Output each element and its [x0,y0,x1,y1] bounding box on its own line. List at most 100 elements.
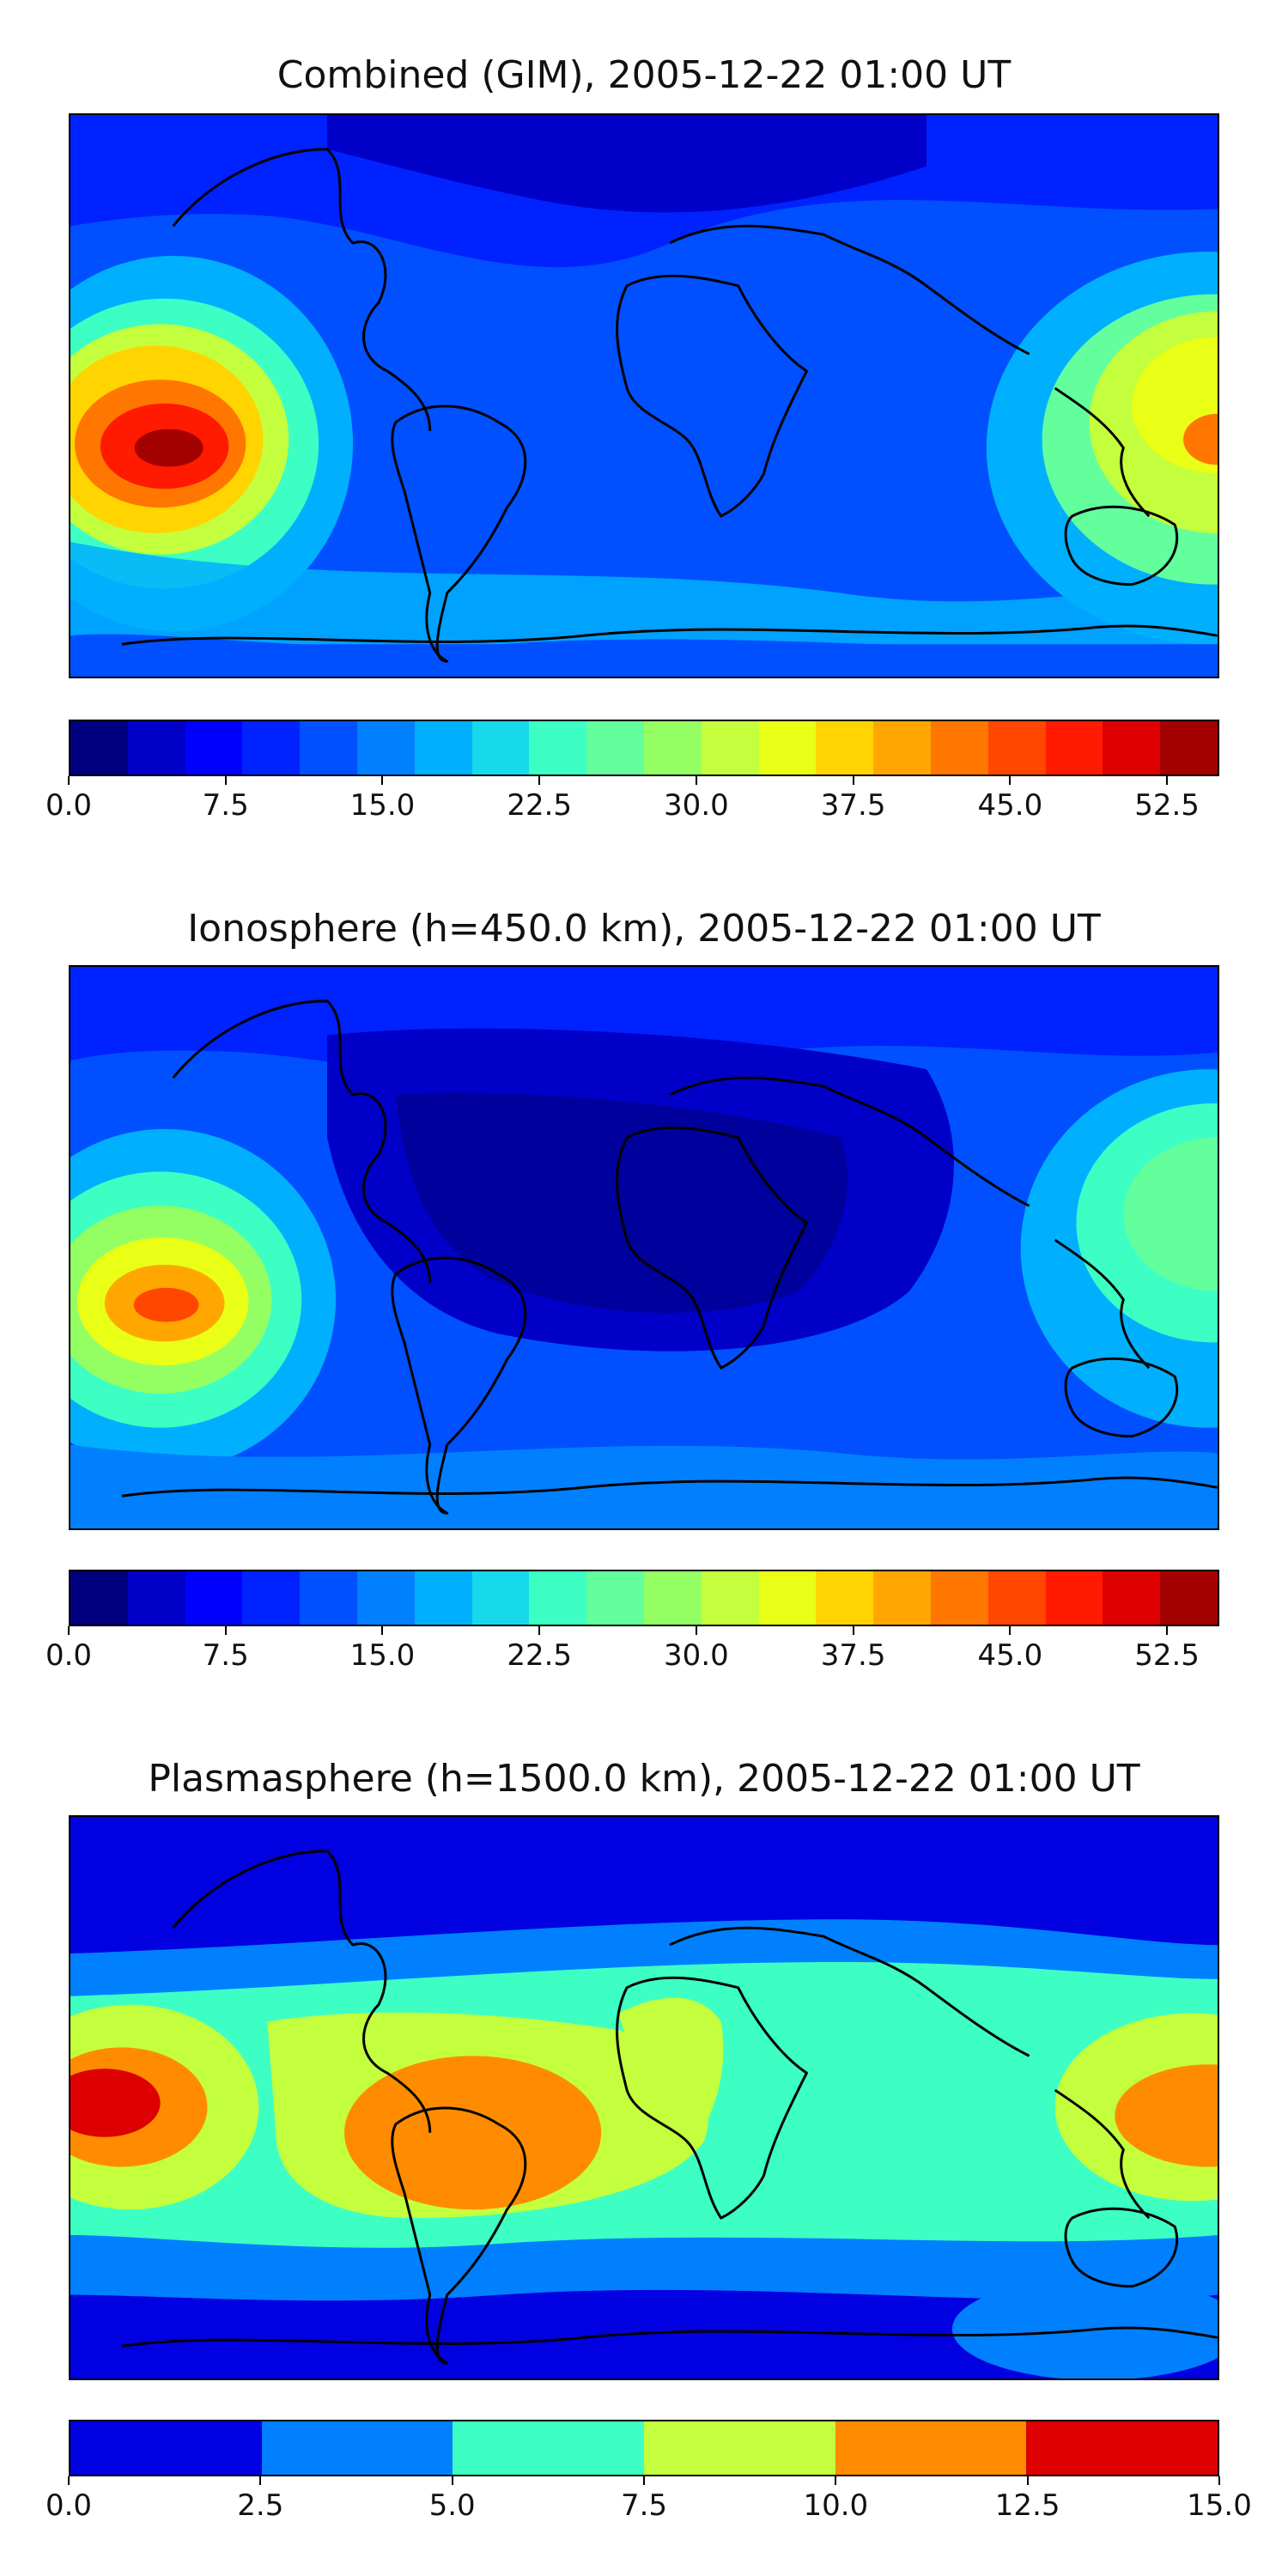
colorbar-tick [538,1626,541,1635]
colorbar-tick-label: 10.0 [803,2488,869,2523]
colorbar-segment [758,721,817,775]
map-ionosphere [69,965,1219,1530]
colorbar-tick-label: 2.5 [237,2488,284,2523]
colorbar-tick-label: 30.0 [664,1638,729,1673]
colorbar-segment [185,721,243,775]
colorbar-segment [471,1571,530,1625]
colorbar-tick [1166,776,1169,785]
colorbar-segment [816,721,874,775]
colorbar-segment [471,721,530,775]
panel-title-combined: Combined (GIM), 2005-12-22 01:00 UT [276,53,1012,97]
colorbar-segment [1045,1571,1103,1625]
colorbar-segment [930,1571,988,1625]
colorbar-segment [185,1571,243,1625]
colorbar-segment [356,721,415,775]
colorbar-tick-label: 0.0 [45,1638,93,1673]
colorbar-segment [1160,1571,1218,1625]
colorbar-tick-label: 15.0 [349,1638,416,1673]
colorbar-tick [1166,1626,1169,1635]
colorbar-tick-label: 7.5 [620,2488,668,2523]
colorbar-ionosphere [69,1570,1219,1626]
colorbar-combined [69,720,1219,776]
colorbar-tick [224,776,227,785]
colorbar-ticks-combined: 0.0 7.5 15.0 22.5 30.0 37.5 45.0 52.5 [46,776,1219,828]
colorbar-segment [1103,721,1161,775]
colorbar-tick [224,1626,227,1635]
colorbar-tick-label: 7.5 [202,1638,249,1673]
panel-title-plasmasphere: Plasmasphere (h=1500.0 km), 2005-12-22 0… [148,1757,1140,1801]
colorbar-tick [1218,2476,1220,2485]
colorbar-tick [695,1626,697,1635]
colorbar-tick [835,2476,837,2485]
colorbar-segment [586,1571,644,1625]
colorbar-tick [643,2476,645,2485]
colorbar-plasmasphere [69,2420,1219,2476]
panel-title-ionosphere: Ionosphere (h=450.0 km), 2005-12-22 01:0… [187,907,1101,951]
colorbar-tick [68,776,70,785]
colorbar-segment [529,1571,587,1625]
colorbar-segment [873,1571,931,1625]
colorbar-segment [643,1571,702,1625]
colorbar-tick-label: 7.5 [202,788,249,823]
colorbar-segment [261,2421,453,2475]
colorbar-tick-label: 45.0 [977,1638,1043,1673]
colorbar-tick [852,776,854,785]
colorbar-segment [835,2421,1027,2475]
colorbar-segment [414,721,472,775]
colorbar-segment [70,1571,128,1625]
colorbar-tick-label: 22.5 [507,788,573,823]
colorbar-tick-label: 0.0 [45,2488,93,2523]
colorbar-tick [381,1626,384,1635]
colorbar-segment [758,1571,817,1625]
colorbar-segment [643,721,702,775]
colorbar-tick [538,776,541,785]
colorbar-segment [300,1571,357,1625]
colorbar-tick [68,2476,70,2485]
colorbar-tick-label: 52.5 [1134,1638,1200,1673]
colorbar-segment [529,721,587,775]
colorbar-segment [70,2421,262,2475]
colorbar-tick [1009,1626,1012,1635]
colorbar-tick-label: 22.5 [507,1638,573,1673]
map-plasmasphere [69,1815,1219,2380]
colorbar-tick-label: 15.0 [1187,2488,1252,2523]
colorbar-tick-label: 45.0 [977,788,1043,823]
colorbar-segment [586,721,644,775]
colorbar-segment [242,721,301,775]
colorbar-segment [930,721,988,775]
colorbar-tick-label: 52.5 [1134,788,1200,823]
colorbar-tick [451,2476,453,2485]
colorbar-segment [1045,721,1103,775]
colorbar-segment [414,1571,472,1625]
colorbar-segment [987,721,1046,775]
colorbar-tick-label: 15.0 [349,788,416,823]
colorbar-tick [1009,776,1012,785]
colorbar-segment [70,721,128,775]
colorbar-ticks-plasmasphere: 0.0 2.5 5.0 7.5 10.0 12.5 15.0 [46,2476,1252,2528]
map-combined [69,113,1219,678]
colorbar-tick [695,776,697,785]
colorbar-tick [852,1626,854,1635]
colorbar-tick-label: 0.0 [45,788,93,823]
colorbar-segment [816,1571,874,1625]
colorbar-segment [242,1571,301,1625]
colorbar-tick-label: 30.0 [664,788,729,823]
colorbar-tick [259,2476,262,2485]
colorbar-tick-label: 37.5 [820,788,886,823]
colorbar-tick [68,1626,70,1635]
colorbar-segment [701,1571,759,1625]
colorbar-tick-label: 12.5 [994,2488,1060,2523]
colorbar-tick [1026,2476,1029,2485]
colorbar-segment [300,721,357,775]
colorbar-segment [356,1571,415,1625]
colorbar-segment [644,2421,835,2475]
colorbar-segment [127,1571,185,1625]
colorbar-segment [1160,721,1218,775]
colorbar-tick-label: 37.5 [820,1638,886,1673]
colorbar-segment [1103,1571,1161,1625]
colorbar-segment [873,721,931,775]
colorbar-segment [987,1571,1046,1625]
colorbar-tick [381,776,384,785]
colorbar-ticks-ionosphere: 0.0 7.5 15.0 22.5 30.0 37.5 45.0 52.5 [46,1626,1219,1678]
colorbar-segment [1026,2421,1218,2475]
